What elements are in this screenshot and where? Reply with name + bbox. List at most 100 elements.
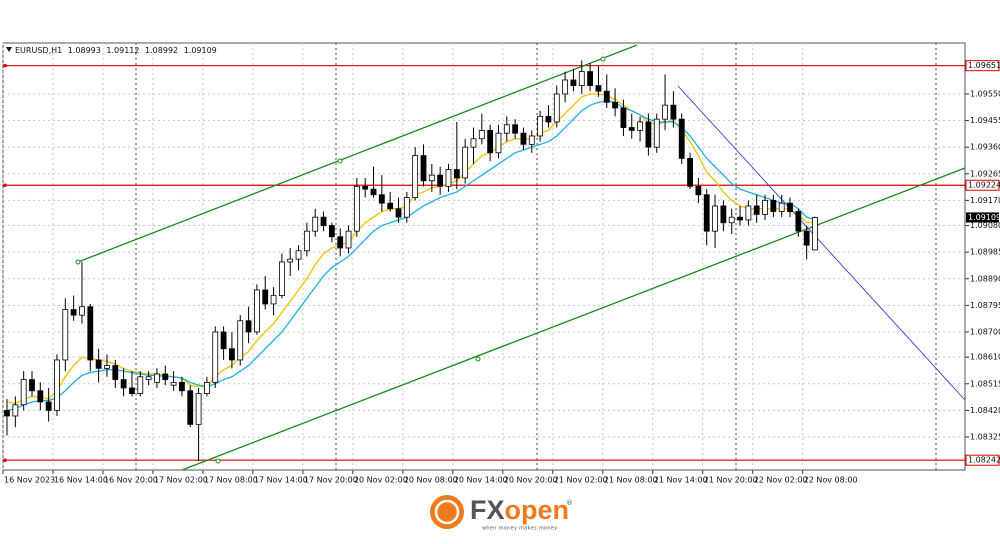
logo-text: FXopen xyxy=(470,495,569,525)
candle-body xyxy=(678,118,685,159)
candle-body xyxy=(812,217,818,251)
day-separators xyxy=(135,43,937,470)
candle-body xyxy=(162,373,169,380)
candle-body xyxy=(195,393,202,425)
x-tick-label: 20 Nov 14:00 xyxy=(454,476,508,485)
level-label-box xyxy=(965,179,1000,191)
candle-body xyxy=(179,381,185,392)
candle-body xyxy=(370,188,377,196)
candle-body xyxy=(737,216,743,221)
candle-body xyxy=(104,365,110,369)
logo-registered: ® xyxy=(566,499,573,507)
candle-body xyxy=(204,381,210,394)
candle-body xyxy=(645,121,652,148)
candle-body xyxy=(170,381,177,386)
anchor xyxy=(215,458,221,464)
logo-open: open xyxy=(505,495,570,525)
candle-body xyxy=(662,104,668,120)
candle-body xyxy=(487,129,494,154)
x-tick-label: 20 Nov 02:00 xyxy=(354,476,408,485)
candle-body xyxy=(745,205,752,221)
level-anchor xyxy=(3,458,7,463)
candle-body xyxy=(270,295,277,305)
candle-body xyxy=(20,379,27,406)
candle-body xyxy=(553,93,560,123)
candle-body xyxy=(687,157,693,187)
candle-body xyxy=(154,373,160,383)
candle-body xyxy=(237,320,244,361)
candle-body xyxy=(412,155,419,198)
level-label: 1.09224 xyxy=(968,181,1000,190)
price-box xyxy=(966,212,999,223)
candle-body xyxy=(628,127,635,131)
logo-tagline: when money makes money xyxy=(482,526,557,532)
candle-body xyxy=(587,71,593,86)
candle-body xyxy=(312,216,319,232)
y-tick-label: 1.09265 xyxy=(970,169,1000,178)
candle-body xyxy=(453,169,460,179)
candle-body xyxy=(603,90,610,103)
candle-body xyxy=(495,132,502,154)
x-tick-label: 21 Nov 08:00 xyxy=(604,476,658,485)
candle-body xyxy=(137,376,144,394)
header-high: 1.09112 xyxy=(106,46,139,55)
candle-body xyxy=(595,85,602,92)
channel-upper xyxy=(77,44,638,263)
trend-lines xyxy=(75,44,966,471)
candle-body xyxy=(70,309,77,316)
candle-body xyxy=(753,205,760,215)
candle-body xyxy=(120,379,127,389)
level-label-box xyxy=(965,60,1000,72)
candle-body xyxy=(79,306,85,316)
candle-body xyxy=(462,146,469,179)
candle-body xyxy=(537,115,544,137)
candle-body xyxy=(728,216,735,224)
candle-body xyxy=(712,205,718,232)
y-tick-label: 1.08610 xyxy=(970,353,1000,362)
x-tick-label: 17 Nov 08:00 xyxy=(204,476,258,485)
candle-body xyxy=(62,309,69,361)
candle-body xyxy=(637,121,643,131)
plot-frame xyxy=(2,42,966,471)
x-tick-label: 16 Nov 14:00 xyxy=(54,476,108,485)
anchor xyxy=(337,158,343,164)
candle-body xyxy=(770,199,777,212)
logo: FXopen ® when money makes money xyxy=(430,495,573,532)
candle-body xyxy=(503,124,510,134)
candle-body xyxy=(395,208,402,218)
anchor xyxy=(75,259,81,265)
candle-body xyxy=(212,331,219,383)
menu-triangle xyxy=(6,47,12,52)
level-label: 1.09651 xyxy=(968,61,1000,70)
candle-body xyxy=(29,379,35,392)
y-tick-label: 1.08795 xyxy=(970,301,1000,310)
candle-body xyxy=(612,101,618,109)
logo-fx: FX xyxy=(470,495,505,525)
candle-body xyxy=(387,202,394,210)
candle-body xyxy=(54,359,60,411)
candle-body xyxy=(337,236,344,249)
candle-body xyxy=(545,115,552,123)
axes: 1.09550 1.09455 1.09360 1.09265 1.09170 1.090… xyxy=(2,60,1000,485)
candle-body xyxy=(520,132,527,145)
candle-body xyxy=(420,155,427,182)
candle-body xyxy=(478,129,485,140)
candle-body xyxy=(512,124,519,134)
candle-body xyxy=(778,202,785,212)
candle-body xyxy=(37,390,44,403)
x-tick-label: 17 Nov 20:00 xyxy=(304,476,358,485)
y-tick-label: 1.09080 xyxy=(970,221,1000,230)
anchor xyxy=(600,56,606,62)
grid xyxy=(2,43,965,470)
y-tick-label: 1.08700 xyxy=(970,327,1000,336)
x-tick-label: 17 Nov 14:00 xyxy=(254,476,308,485)
x-tick-label: 22 Nov 08:00 xyxy=(804,476,858,485)
x-tick-label: 16 Nov 20:00 xyxy=(104,476,158,485)
candle-body xyxy=(795,211,802,232)
x-tick-label: 20 Nov 08:00 xyxy=(404,476,458,485)
header-low: 1.08992 xyxy=(145,46,178,55)
candle-body xyxy=(295,250,302,260)
y-tick-label: 1.09170 xyxy=(970,196,1000,205)
candle-body xyxy=(653,118,660,148)
